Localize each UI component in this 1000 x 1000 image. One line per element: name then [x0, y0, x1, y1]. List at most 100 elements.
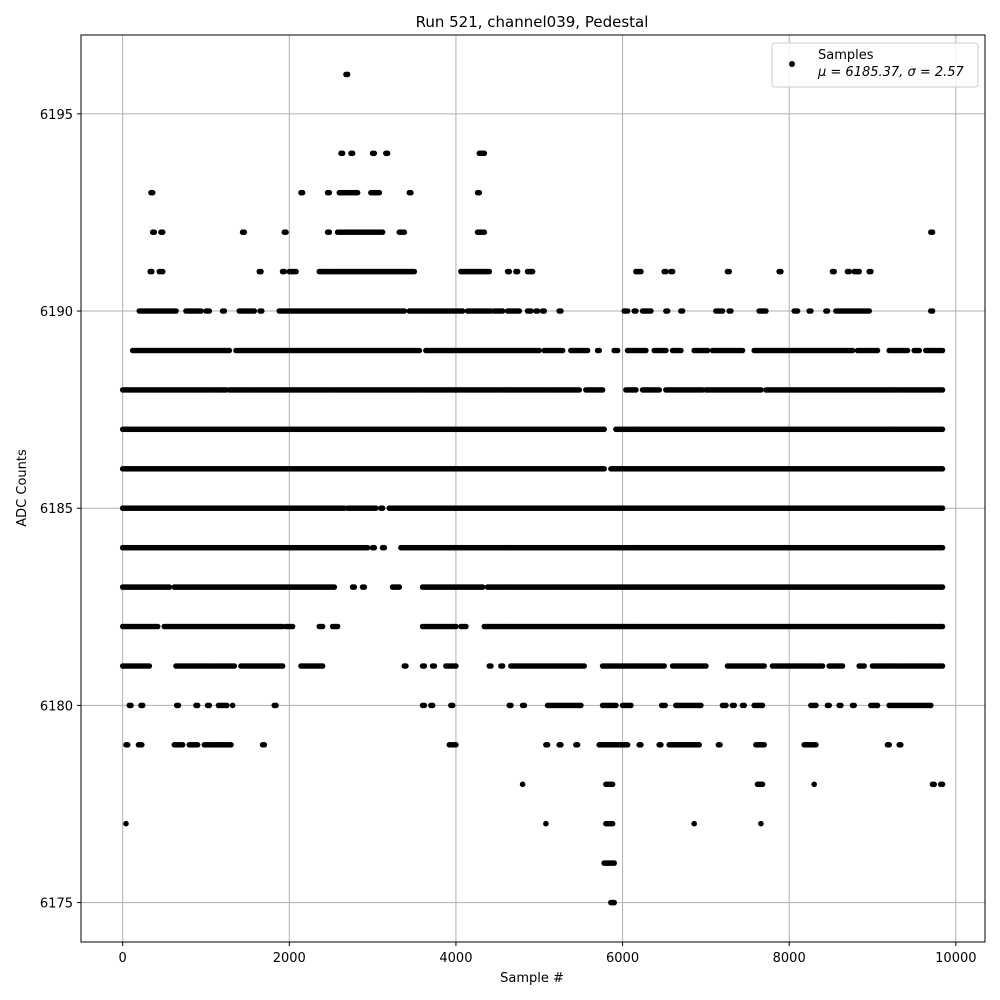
data-point	[633, 387, 639, 393]
data-point	[761, 742, 767, 748]
data-point	[453, 742, 459, 748]
data-point	[558, 742, 564, 748]
data-point	[124, 742, 131, 748]
data-point	[379, 229, 386, 235]
data-point	[476, 189, 483, 196]
data-point	[624, 742, 631, 748]
data-point	[669, 268, 676, 275]
data-point	[761, 663, 767, 669]
data-point	[293, 268, 299, 275]
data-point	[939, 347, 946, 354]
data-point	[459, 308, 466, 314]
data-point	[499, 663, 506, 669]
data-point	[664, 308, 671, 314]
data-point	[611, 860, 617, 866]
data-point	[691, 820, 697, 827]
x-tick-label: 0	[119, 951, 127, 966]
data-point	[421, 663, 428, 669]
data-point	[846, 268, 852, 275]
data-point	[939, 781, 946, 788]
y-tick-label: 6185	[40, 502, 73, 517]
data-point	[558, 308, 564, 314]
data-point	[499, 308, 506, 314]
data-point	[759, 781, 766, 788]
data-point	[261, 742, 268, 748]
data-point	[396, 584, 403, 590]
data-point	[251, 308, 258, 314]
data-point	[506, 268, 513, 275]
data-point	[516, 308, 523, 314]
data-point	[931, 781, 937, 788]
data-point	[149, 268, 155, 275]
data-point	[939, 544, 946, 551]
x-tick-label: 6000	[606, 951, 639, 966]
data-point	[229, 702, 236, 709]
data-point	[534, 308, 541, 314]
data-point	[826, 702, 832, 709]
data-point	[351, 584, 358, 590]
data-point	[611, 899, 617, 906]
data-point	[379, 505, 386, 512]
data-point	[856, 268, 862, 275]
data-point	[578, 702, 584, 709]
data-point	[344, 71, 351, 78]
data-point	[416, 347, 423, 354]
data-point	[679, 308, 686, 314]
data-point	[904, 347, 911, 354]
data-point	[231, 663, 238, 669]
data-point	[739, 347, 746, 354]
data-point	[648, 308, 654, 314]
data-point	[194, 702, 201, 709]
data-point	[206, 308, 213, 314]
legend-stats: μ = 6185.37, σ = 2.57	[817, 65, 965, 80]
data-point	[698, 702, 704, 709]
data-point	[581, 663, 587, 669]
data-point	[481, 229, 488, 235]
data-point	[939, 466, 946, 472]
data-point	[429, 702, 436, 709]
data-point	[273, 702, 279, 709]
data-point	[609, 820, 616, 827]
data-point	[662, 702, 668, 709]
data-point	[638, 742, 644, 748]
data-point	[519, 781, 526, 788]
data-point	[678, 347, 684, 354]
data-point	[128, 702, 134, 709]
data-point	[463, 623, 469, 630]
data-point	[541, 308, 547, 314]
data-point	[624, 308, 631, 314]
data-point	[175, 702, 182, 709]
x-axis-label: Sample #	[500, 971, 564, 986]
data-point	[794, 308, 801, 314]
data-point	[364, 544, 371, 551]
data-point	[488, 663, 494, 669]
data-point	[159, 268, 166, 275]
data-point	[149, 189, 156, 196]
data-point	[384, 150, 391, 157]
data-point	[663, 347, 669, 354]
data-point	[813, 702, 819, 709]
data-point	[939, 584, 946, 590]
data-point	[373, 505, 379, 512]
data-point	[759, 702, 766, 709]
data-point	[221, 308, 228, 314]
data-point	[866, 308, 872, 314]
y-tick-label: 6180	[40, 699, 73, 714]
data-point	[723, 702, 729, 709]
data-point	[139, 702, 146, 709]
data-point	[259, 308, 265, 314]
data-point	[146, 663, 153, 669]
data-point	[449, 702, 456, 709]
data-point	[601, 466, 607, 472]
data-point	[726, 268, 732, 275]
data-point	[151, 229, 158, 235]
data-point	[824, 308, 831, 314]
data-point	[839, 663, 846, 669]
data-point	[326, 189, 333, 196]
data-point	[576, 387, 582, 393]
data-point	[354, 189, 361, 196]
data-point	[283, 229, 289, 235]
data-point	[431, 663, 438, 669]
data-point	[874, 702, 881, 709]
